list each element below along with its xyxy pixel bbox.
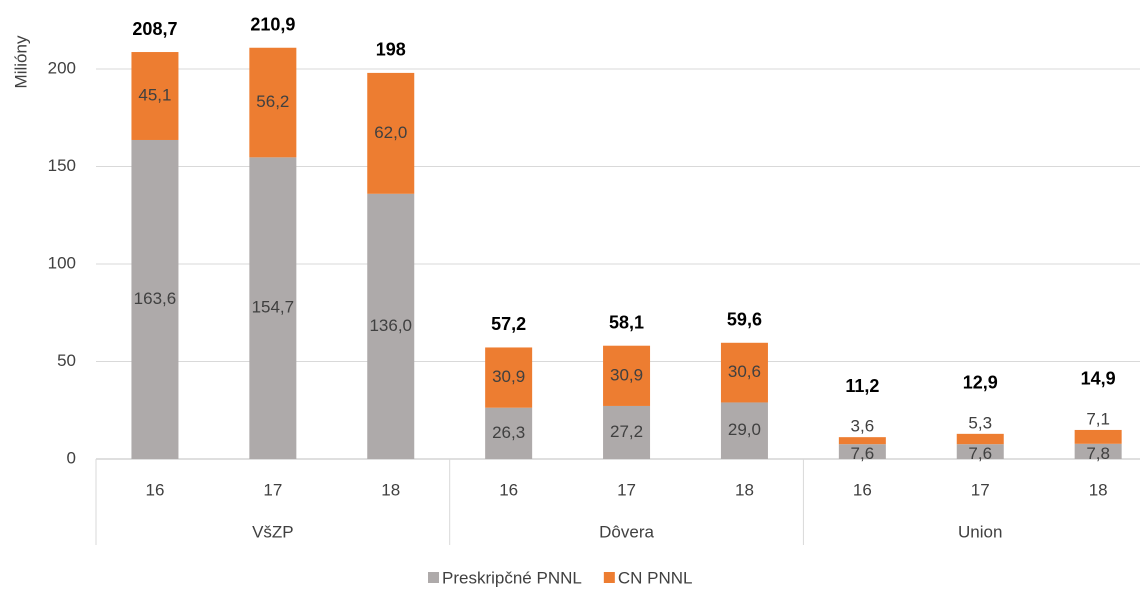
value-label: 7,6: [968, 444, 992, 463]
value-label: 27,2: [610, 422, 643, 441]
bar-segment: [720, 342, 768, 403]
bar-segment: [367, 72, 415, 194]
value-label: 30,9: [610, 365, 643, 384]
x-tick-label: 16: [853, 480, 872, 499]
y-tick-label: 100: [48, 253, 76, 272]
value-label: 163,6: [134, 289, 177, 308]
bar-segment: [249, 157, 297, 459]
value-label: 7,6: [851, 444, 875, 463]
value-label: 3,6: [851, 417, 875, 436]
total-label: 57,2: [491, 314, 526, 334]
value-label: 29,0: [728, 420, 761, 439]
bar-segment: [603, 345, 651, 406]
legend-swatch: [603, 572, 615, 583]
bar-segment: [131, 139, 179, 460]
bar-segment: [838, 444, 886, 459]
x-tick-label: 16: [145, 480, 164, 499]
x-tick-label: 17: [263, 480, 282, 499]
bar-segment: [720, 402, 768, 459]
value-label: 7,1: [1086, 409, 1110, 428]
value-label: 45,1: [138, 85, 171, 104]
group-label: Dôvera: [599, 522, 654, 541]
value-label: 30,9: [492, 367, 525, 386]
legend-label: Preskripčné PNNL: [442, 568, 582, 587]
total-label: 208,7: [132, 19, 177, 39]
bar-segment: [485, 407, 533, 459]
bar-segment: [956, 444, 1004, 459]
bar-segment: [131, 52, 179, 140]
bar-segment: [485, 347, 533, 408]
x-tick-label: 16: [499, 480, 518, 499]
value-label: 7,8: [1086, 444, 1110, 463]
group-label: Union: [958, 522, 1002, 541]
value-label: 154,7: [252, 298, 295, 317]
bar-segment: [249, 47, 297, 158]
group-label: VšZP: [252, 522, 294, 541]
y-tick-label: 0: [67, 448, 76, 467]
x-tick-label: 18: [1089, 480, 1108, 499]
value-label: 26,3: [492, 423, 525, 442]
x-tick-label: 17: [617, 480, 636, 499]
total-label: 210,9: [250, 14, 295, 34]
legend-label: CN PNNL: [618, 568, 693, 587]
bar-segment: [367, 193, 415, 460]
total-label: 58,1: [609, 312, 644, 332]
bar-segment: [1074, 429, 1122, 444]
y-tick-label: 150: [48, 156, 76, 175]
value-label: 56,2: [256, 92, 289, 111]
value-label: 30,6: [728, 362, 761, 381]
value-label: 62,0: [374, 123, 407, 142]
y-tick-label: 200: [48, 58, 76, 77]
total-label: 11,2: [845, 376, 879, 396]
bar-segment: [838, 437, 886, 445]
bar-segment: [956, 433, 1004, 445]
total-label: 198: [376, 40, 406, 60]
bar-segment: [603, 405, 651, 459]
total-label: 12,9: [963, 373, 998, 393]
total-label: 14,9: [1081, 369, 1116, 389]
y-axis-label: Milióny: [11, 35, 30, 88]
x-tick-label: 17: [971, 480, 990, 499]
x-tick-label: 18: [381, 480, 400, 499]
x-tick-label: 18: [735, 480, 754, 499]
legend-swatch: [428, 572, 439, 583]
bar-segment: [1074, 443, 1122, 459]
value-label: 5,3: [968, 413, 992, 432]
total-label: 59,6: [727, 310, 762, 330]
y-tick-label: 50: [57, 351, 76, 370]
value-label: 136,0: [369, 316, 412, 335]
